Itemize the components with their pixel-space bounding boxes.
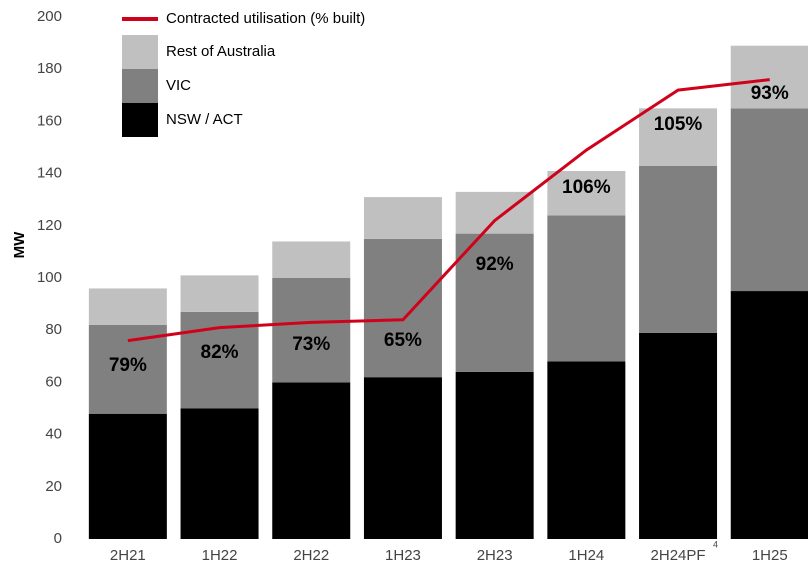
x-tick-label: 1H24 bbox=[568, 547, 604, 564]
utilisation-label: 105% bbox=[654, 114, 703, 135]
y-tick-label: 0 bbox=[54, 530, 62, 547]
utilisation-label: 65% bbox=[384, 330, 422, 351]
bar-segment bbox=[639, 108, 718, 166]
utilisation-label: 79% bbox=[109, 355, 147, 376]
bar-segment bbox=[272, 278, 351, 383]
x-tick-label: 2H22 bbox=[293, 547, 329, 564]
bar-segment bbox=[547, 170, 626, 216]
legend-label: VIC bbox=[166, 77, 191, 94]
y-tick-label: 100 bbox=[37, 269, 62, 286]
y-tick-label: 120 bbox=[37, 217, 62, 234]
bar-segment bbox=[455, 233, 534, 372]
x-tick-label: 1H22 bbox=[202, 547, 238, 564]
utilisation-label: 73% bbox=[292, 334, 330, 355]
x-tick-label: 2H24PF bbox=[651, 547, 706, 564]
legend-label: Rest of Australia bbox=[166, 43, 276, 60]
legend-label: NSW / ACT bbox=[166, 111, 243, 128]
bar-segment bbox=[730, 108, 808, 292]
x-tick-label: 2H23 bbox=[477, 547, 513, 564]
y-tick-label: 140 bbox=[37, 165, 62, 182]
bar-segment bbox=[363, 377, 442, 539]
bar-segment bbox=[639, 165, 718, 333]
bar-segment bbox=[88, 413, 167, 539]
bar-segment bbox=[88, 288, 167, 325]
y-tick-label: 60 bbox=[45, 373, 62, 390]
bar-segment bbox=[272, 241, 351, 278]
y-tick-label: 160 bbox=[37, 112, 62, 129]
y-tick-label: 20 bbox=[45, 478, 62, 495]
bar-segment bbox=[730, 291, 808, 539]
x-tick-label: 2H21 bbox=[110, 547, 146, 564]
x-tick-label: 1H25 bbox=[752, 547, 788, 564]
bar-segment bbox=[455, 371, 534, 539]
y-axis-label: MW bbox=[11, 231, 28, 258]
footnote-marker: 4 bbox=[713, 539, 718, 549]
legend-swatch bbox=[122, 35, 158, 69]
utilisation-line bbox=[127, 78, 770, 343]
bar-segment bbox=[363, 238, 442, 378]
bar-segment bbox=[363, 197, 442, 239]
x-tick-label: 1H23 bbox=[385, 547, 421, 564]
y-tick-label: 80 bbox=[45, 321, 62, 338]
y-tick-label: 200 bbox=[37, 8, 62, 25]
bar-segment bbox=[180, 408, 259, 539]
legend-label: Contracted utilisation (% built) bbox=[166, 10, 365, 27]
bar-segment bbox=[639, 332, 718, 539]
utilisation-label: 92% bbox=[476, 254, 514, 275]
y-tick-label: 40 bbox=[45, 426, 62, 443]
bar-segment bbox=[547, 361, 626, 539]
legend-swatch bbox=[122, 69, 158, 103]
legend-swatch bbox=[122, 103, 158, 137]
bar-segment bbox=[730, 45, 808, 109]
bar-segment bbox=[547, 215, 626, 362]
bar-segment bbox=[180, 275, 259, 312]
bar-segment bbox=[272, 382, 351, 539]
utilisation-label: 82% bbox=[201, 342, 239, 363]
utilisation-label: 93% bbox=[751, 83, 789, 104]
utilisation-label: 106% bbox=[562, 177, 611, 198]
y-tick-label: 180 bbox=[37, 60, 62, 77]
